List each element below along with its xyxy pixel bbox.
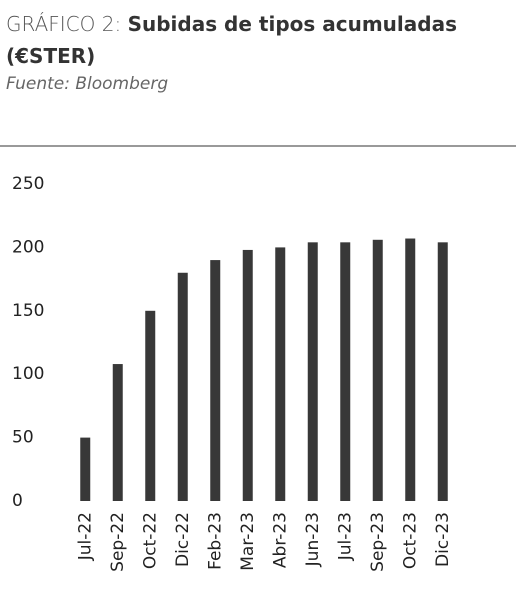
y-tick-label: 0 [12, 491, 23, 511]
y-tick-label: 250 [12, 174, 44, 194]
header: GRÁFICO 2: Subidas de tipos acumuladas (… [6, 8, 511, 94]
x-tick-label: Jul-23 [335, 512, 355, 561]
bar [242, 249, 253, 501]
bar [372, 239, 383, 502]
bar [112, 364, 123, 501]
bar [307, 242, 318, 501]
bar [275, 247, 286, 501]
chart-title: GRÁFICO 2: Subidas de tipos acumuladas (… [6, 8, 511, 72]
title-text: Subidas de tipos acumuladas (€STER) [6, 12, 457, 68]
bar [340, 242, 351, 501]
subtitle: Fuente: Bloomberg [6, 74, 169, 94]
y-tick-label: 50 [12, 428, 34, 448]
x-tick-label: Dic-22 [173, 512, 193, 567]
x-tick-label: Jul-22 [75, 512, 95, 561]
y-tick-label: 100 [12, 364, 44, 384]
bar [210, 260, 221, 501]
x-tick-label: Sep-23 [368, 512, 388, 572]
x-tick-label: Abr-23 [270, 512, 290, 568]
bar [177, 272, 188, 501]
y-tick-label: 150 [12, 301, 44, 321]
x-tick-label: Oct-23 [400, 512, 420, 569]
x-tick-label: Oct-22 [140, 512, 160, 569]
x-tick-label: Feb-23 [205, 512, 225, 570]
x-tick-label: Mar-23 [238, 512, 258, 571]
bar [405, 238, 416, 502]
x-tick-label: Sep-22 [108, 512, 128, 572]
title-label: GRÁFICO 2: [6, 12, 122, 36]
y-tick-label: 200 [12, 237, 44, 257]
bar [80, 437, 91, 501]
bar [145, 310, 156, 501]
x-tick-label: Jun-23 [303, 512, 323, 567]
x-tick-label: Dic-23 [433, 512, 453, 567]
bar [437, 242, 448, 501]
